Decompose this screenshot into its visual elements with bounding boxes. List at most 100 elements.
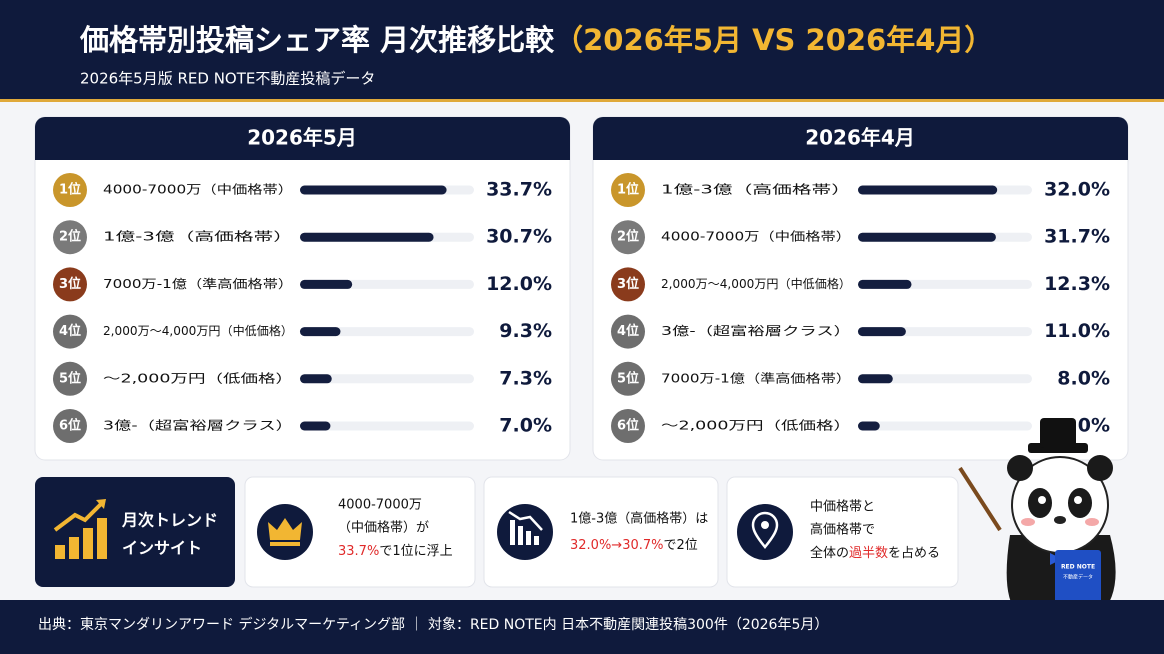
category-label: 7000万-1億（準高価格帯） — [103, 276, 293, 291]
category-label: 2,000万～4,000万円（中低価格） — [103, 323, 293, 338]
rank-label: 4位 — [59, 323, 81, 339]
insight-text: （中価格帯）が — [338, 520, 429, 536]
insight-text: 32.0%→30.7%で2位 — [570, 538, 698, 553]
insight-heading: 月次トレンド — [121, 511, 218, 530]
rank-badge — [53, 220, 87, 255]
bar — [858, 421, 880, 431]
bar — [300, 374, 332, 384]
category-label: ～2,000万円（低価格） — [661, 418, 851, 433]
insight-text: 1億-3億（高価格帯）は — [570, 511, 708, 527]
bar — [300, 421, 331, 431]
trend-icon — [53, 499, 107, 559]
category-label: 4000-7000万（中価格帯） — [103, 182, 293, 197]
bar — [858, 185, 998, 195]
category-label: 1億-3億（高価格帯） — [661, 182, 851, 197]
rank-label: 2位 — [59, 229, 81, 245]
bar — [300, 327, 341, 337]
panel-header — [35, 145, 570, 160]
category-label: 2,000万～4,000万円（中低価格） — [661, 276, 851, 291]
bar — [300, 185, 447, 195]
bar — [300, 232, 434, 242]
rank-badge — [611, 409, 645, 443]
panda-mascot: RED NOTE 不動産データ — [958, 418, 1116, 615]
insight-text: で2位 — [664, 538, 698, 553]
rank-badge — [53, 267, 87, 302]
rank-label: 2位 — [617, 229, 639, 245]
bar-track — [300, 327, 474, 337]
rank-badge — [611, 173, 645, 207]
rank-label: 1位 — [617, 182, 639, 198]
value-label: 30.7% — [486, 226, 552, 248]
book-label: RED NOTE — [1061, 564, 1095, 571]
rank-label: 6位 — [617, 418, 639, 434]
insight-card — [244, 476, 476, 588]
insight-text: 全体の過半数を占める — [810, 545, 940, 561]
value-label: 7.3% — [499, 367, 552, 389]
insight-text: を占める — [888, 546, 940, 561]
value-label: 31.7% — [1044, 226, 1110, 248]
rank-badge — [611, 314, 645, 349]
rank-badge — [611, 361, 645, 396]
insight-text: で1位に浮上 — [379, 544, 452, 559]
value-label: 11.0% — [1044, 320, 1110, 342]
rank-label: 6位 — [59, 418, 81, 434]
bar — [300, 279, 353, 289]
insight-card — [726, 476, 959, 588]
value-label: 12.0% — [486, 273, 552, 295]
rank-label: 5位 — [617, 370, 639, 386]
category-label: 7000万-1億（準高価格帯） — [661, 370, 851, 385]
rank-label: 5位 — [59, 370, 81, 386]
title-main: 価格帯別投稿シェア率 月次推移比較 — [79, 23, 555, 57]
header-rule — [0, 99, 1164, 102]
crown — [268, 518, 302, 540]
bar-track — [300, 374, 474, 384]
rank-label: 1位 — [59, 182, 81, 198]
rank-label: 4位 — [617, 323, 639, 339]
footer-text: 出典：東京マンダリンアワード デジタルマーケティング部 ｜ 対象：RED NOT… — [38, 616, 828, 633]
rank-label: 3位 — [59, 276, 81, 292]
decline-line — [508, 510, 543, 531]
panels: 2026年5月 1位 4000-7000万（中価格帯） 33.7% 2位 1億-3億（高価… — [34, 116, 1129, 461]
insight-text: 中価格帯と — [810, 499, 875, 515]
rank-badge — [611, 220, 645, 255]
footer-bar — [0, 600, 1164, 654]
insight-text: 全体の — [810, 545, 849, 561]
bar — [858, 327, 906, 337]
insight-text: 33.7%で1位に浮上 — [338, 544, 453, 559]
value-label: 32.0% — [1044, 179, 1110, 201]
header-bar — [0, 0, 1164, 100]
rank-badge — [53, 314, 87, 349]
title: 価格帯別投稿シェア率 月次推移比較（2026年5月 VS 2026年4月） — [79, 23, 993, 57]
insight-highlight: 32.0%→30.7% — [570, 538, 664, 553]
pin-icon — [737, 504, 793, 560]
decline-icon — [497, 504, 553, 560]
rank-badge — [53, 361, 87, 396]
panel-title: 2026年4月 — [805, 126, 915, 150]
value-label: 8.0% — [1057, 367, 1110, 389]
category-label: 3億-（超富裕層クラス） — [661, 323, 851, 338]
panel-header — [593, 145, 1128, 160]
insight-heading: インサイト — [122, 539, 202, 558]
panel-title: 2026年5月 — [247, 126, 357, 150]
value-label: 12.3% — [1044, 273, 1110, 295]
subtitle: 2026年5月版 RED NOTE不動産投稿データ — [80, 70, 375, 88]
insight-card — [483, 476, 719, 588]
category-label: ～2,000万円（低価格） — [103, 370, 293, 385]
bar-track — [300, 421, 474, 431]
rank-badge — [53, 173, 87, 207]
insight-heading-box — [35, 477, 235, 587]
crown-base — [270, 542, 300, 546]
decline-bars — [510, 520, 539, 545]
value-label: 7.0% — [499, 415, 552, 437]
category-label: 1億-3億（高価格帯） — [103, 229, 293, 244]
bar-track — [858, 374, 1032, 384]
insight-text: 高価格帯で — [810, 522, 875, 538]
bar — [858, 279, 912, 289]
rank-badge — [611, 267, 645, 302]
bar-track — [858, 421, 1032, 431]
insight-highlight: 過半数 — [849, 546, 888, 561]
value-label: 33.7% — [486, 179, 552, 201]
category-label: 4000-7000万（中価格帯） — [661, 229, 851, 244]
book-label: 不動産データ — [1063, 574, 1093, 581]
